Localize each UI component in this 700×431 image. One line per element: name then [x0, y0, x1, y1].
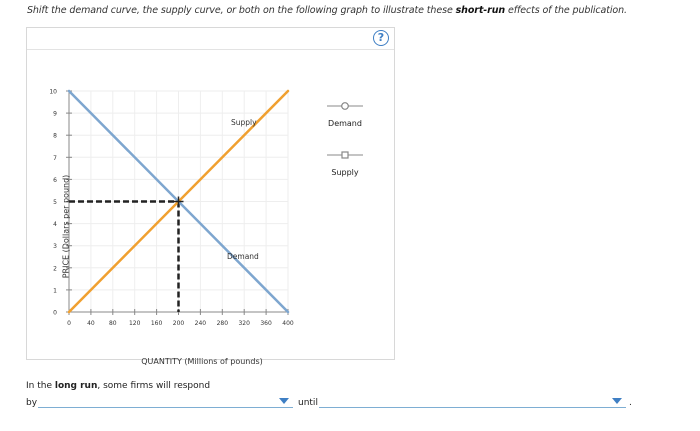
- supply-curve-label: Supply: [231, 118, 257, 127]
- x-tick-label: 400: [282, 320, 294, 327]
- y-tick-label: 10: [49, 89, 57, 96]
- y-tick-label: 5: [53, 199, 57, 206]
- y-tick-label: 2: [53, 265, 57, 272]
- help-button[interactable]: ?: [373, 30, 389, 46]
- legend-supply-label: Supply: [331, 168, 359, 177]
- legend-supply[interactable]: Supply: [315, 145, 375, 177]
- supply-demand-chart[interactable]: 0 1 2 3 4 5 6 7 8 9 10 0 40 80 120 160 200 240 280 320 360 40…: [27, 28, 396, 361]
- long-run-sentence: In the long run, some firms will respond: [26, 381, 210, 391]
- x-tick-label: 160: [151, 320, 163, 327]
- x-tick-label: 120: [129, 320, 141, 327]
- chevron-down-icon: [279, 398, 289, 404]
- y-tick-label: 6: [53, 177, 57, 184]
- y-tick-label: 9: [53, 111, 57, 118]
- long-run-suffix: , some firms will respond: [97, 381, 211, 391]
- y-tick-label: 3: [53, 243, 57, 250]
- y-tick-label: 4: [53, 221, 57, 228]
- x-tick-label: 80: [109, 320, 117, 327]
- x-tick-label: 40: [87, 320, 95, 327]
- legend-demand-label: Demand: [328, 119, 362, 128]
- supply-square-handle-icon[interactable]: [325, 150, 365, 160]
- legend-demand[interactable]: Demand: [315, 96, 375, 128]
- by-label: by: [26, 398, 38, 408]
- y-tick-label: 8: [53, 133, 57, 140]
- long-run-bold: long run: [54, 381, 98, 391]
- y-tick-label: 1: [53, 287, 57, 294]
- chevron-down-icon: [612, 398, 622, 404]
- question-icon: ?: [377, 31, 385, 44]
- x-tick-label: 0: [67, 320, 71, 327]
- demand-circle-handle-icon[interactable]: [325, 101, 365, 111]
- instruction-suffix: effects of the publication.: [505, 5, 627, 16]
- response-dropdown[interactable]: [38, 397, 293, 408]
- instruction-bold: short-run: [455, 5, 506, 16]
- x-tick-label: 240: [195, 320, 207, 327]
- x-tick-label: 200: [173, 320, 185, 327]
- until-dropdown[interactable]: [319, 397, 626, 408]
- instruction-prefix: Shift the demand curve, the supply curve…: [27, 5, 456, 16]
- y-axis-title: PRICE (Dollars per pound): [61, 174, 71, 279]
- instruction-text: Shift the demand curve, the supply curve…: [27, 5, 627, 16]
- x-tick-label: 320: [238, 320, 250, 327]
- graph-panel: ? 0 1 2 3 4 5 6 7 8 9 10 0 40 80 120 160 200 240 280 320 360…: [26, 27, 396, 366]
- x-axis-title: QUANTITY (Millions of pounds): [141, 357, 263, 366]
- panel-header: [27, 28, 394, 50]
- end-period: .: [629, 398, 632, 408]
- y-tick-label: 7: [53, 155, 57, 162]
- y-tick-label: 0: [53, 310, 57, 317]
- demand-curve-label: Demand: [227, 252, 259, 261]
- until-label: until: [298, 398, 318, 408]
- x-tick-label: 360: [260, 320, 272, 327]
- long-run-prefix: In the: [26, 381, 55, 391]
- x-tick-label: 280: [217, 320, 229, 327]
